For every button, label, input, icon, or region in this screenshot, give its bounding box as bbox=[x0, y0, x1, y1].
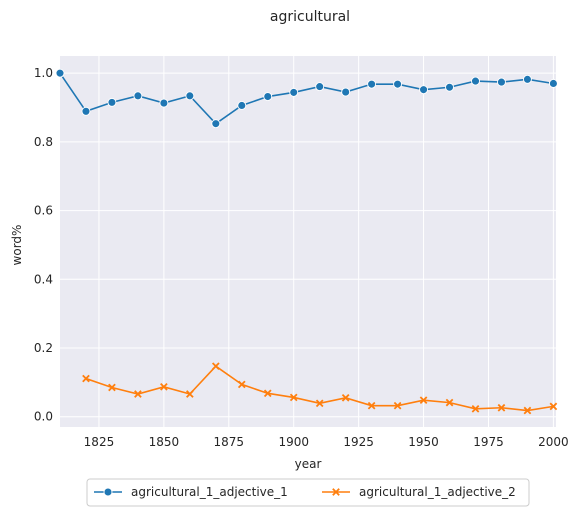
data-point bbox=[185, 91, 195, 101]
series-1 bbox=[55, 68, 558, 129]
legend-box bbox=[86, 478, 530, 507]
data-point bbox=[315, 82, 325, 92]
data-point bbox=[548, 79, 558, 88]
x-tick-label: 1875 bbox=[214, 435, 245, 449]
data-point bbox=[108, 383, 116, 392]
data-point bbox=[341, 87, 351, 97]
legend-item: agricultural_1_adjective_2 bbox=[322, 485, 516, 499]
x-tick-label: 1900 bbox=[278, 435, 309, 449]
x-tick-label: 1925 bbox=[343, 435, 374, 449]
data-point bbox=[263, 92, 273, 101]
data-point bbox=[419, 85, 429, 95]
data-point bbox=[160, 382, 168, 391]
data-point bbox=[211, 119, 221, 129]
data-point bbox=[289, 87, 299, 97]
data-point bbox=[315, 399, 324, 408]
y-tick-label: 0.0 bbox=[34, 410, 53, 424]
legend-label: agricultural_1_adjective_1 bbox=[131, 485, 288, 499]
y-axis-label: word% bbox=[10, 225, 24, 266]
x-tick-label: 1825 bbox=[84, 435, 115, 449]
data-point bbox=[471, 76, 480, 86]
data-point bbox=[393, 79, 403, 89]
legend-item: agricultural_1_adjective_1 bbox=[94, 485, 288, 499]
data-point bbox=[497, 403, 506, 412]
chart-title: agricultural bbox=[270, 9, 350, 25]
data-point bbox=[341, 393, 350, 402]
series-2 bbox=[82, 362, 558, 415]
data-point bbox=[367, 79, 377, 89]
data-point bbox=[289, 393, 298, 402]
data-point bbox=[134, 390, 142, 398]
y-tick-label: 0.4 bbox=[34, 272, 53, 286]
data-point bbox=[497, 77, 506, 87]
x-tick-label: 2000 bbox=[538, 435, 569, 449]
data-point bbox=[55, 68, 65, 78]
y-tick-label: 0.6 bbox=[34, 204, 53, 218]
data-point bbox=[237, 380, 246, 389]
x-tick-label: 1950 bbox=[408, 435, 439, 449]
data-point bbox=[523, 406, 532, 415]
x-tick-label: 1975 bbox=[473, 435, 504, 449]
series-layer bbox=[55, 68, 558, 415]
x-axis-label: year bbox=[295, 457, 322, 471]
x-tick-label: 1850 bbox=[149, 435, 180, 449]
data-point bbox=[82, 374, 90, 383]
data-point bbox=[367, 401, 376, 410]
data-point bbox=[237, 101, 247, 110]
data-point bbox=[186, 390, 194, 398]
legend-marker bbox=[103, 487, 113, 497]
plot-area bbox=[60, 56, 556, 427]
x-axis-ticks: 1825 1850 1875 1900 1925 1950 1975 2000 bbox=[84, 435, 569, 449]
legend-label: agricultural_1_adjective_2 bbox=[359, 485, 516, 499]
data-point bbox=[445, 398, 454, 407]
data-point bbox=[393, 401, 402, 410]
data-point bbox=[211, 362, 220, 371]
y-tick-label: 0.2 bbox=[34, 341, 53, 355]
y-tick-label: 0.8 bbox=[34, 135, 53, 149]
y-axis-ticks: 0.0 0.2 0.4 0.6 0.8 1.0 bbox=[34, 66, 53, 424]
data-point bbox=[445, 82, 454, 92]
data-point bbox=[471, 404, 480, 413]
gridlines bbox=[60, 56, 556, 427]
data-point bbox=[107, 97, 117, 107]
data-point bbox=[419, 396, 428, 405]
y-tick-label: 1.0 bbox=[34, 66, 53, 80]
legend: agricultural_1_adjective_1 agricultural_1… bbox=[86, 478, 530, 507]
data-point bbox=[81, 106, 91, 116]
data-point bbox=[549, 402, 558, 411]
data-point bbox=[133, 91, 143, 101]
data-point bbox=[159, 98, 169, 108]
data-point bbox=[522, 74, 532, 84]
legend-marker bbox=[332, 488, 340, 496]
data-point bbox=[263, 389, 272, 398]
